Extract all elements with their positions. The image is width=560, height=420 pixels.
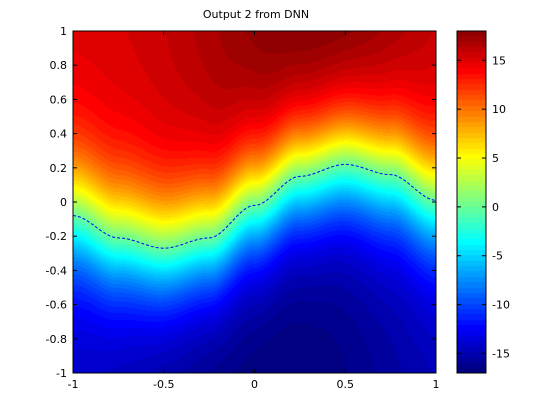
colorbar-tick-label: 0 [492,201,499,214]
colorbar-tick-label: -10 [492,299,510,312]
axes-layer: -1 -0.5 0 0.5 1 -1 -0.8 -0.6 -0.4 -0.2 0 0.2 0.4 0.6 0… [46,25,440,391]
y-tick-label: 0.2 [50,162,68,175]
heatmap-surface [73,31,436,373]
colorbar-tick-label: 5 [492,152,499,165]
x-tick-label: 0 [251,378,258,391]
x-tick-label: -1 [68,378,79,391]
chart-title: Output 2 from DNN [202,8,310,21]
zero-contour-line [72,163,437,249]
y-tick-label: -1 [56,367,67,380]
x-tick-label: 0.5 [337,378,355,391]
y-tick-label: 0.4 [50,128,68,141]
y-tick-label: -0.8 [46,333,67,346]
y-tick-label: -0.6 [46,299,67,312]
colorbar-frame [456,30,487,374]
zero-contour-layer [72,163,437,249]
y-tick-label: 0.6 [50,93,68,106]
y-tick-label: 0 [60,196,67,209]
y-tick-label: -0.2 [46,230,67,243]
colorbar-tick-label: -5 [492,250,503,263]
y-tick-label: 1 [60,25,67,38]
colorbar-tick-label: 15 [492,54,506,67]
colorbar-layer: -15 -10 -5 0 5 10 15 [456,30,510,374]
axes-frame [72,30,437,374]
x-tick-label: -0.5 [153,378,174,391]
colorbar-tick-label: -15 [492,347,510,360]
y-tick-label: -0.4 [46,264,67,277]
y-tick-label: 0.8 [50,59,68,72]
colorbar-gradient [457,31,486,373]
colorbar-tick-label: 10 [492,103,506,116]
x-tick-label: 1 [433,378,440,391]
